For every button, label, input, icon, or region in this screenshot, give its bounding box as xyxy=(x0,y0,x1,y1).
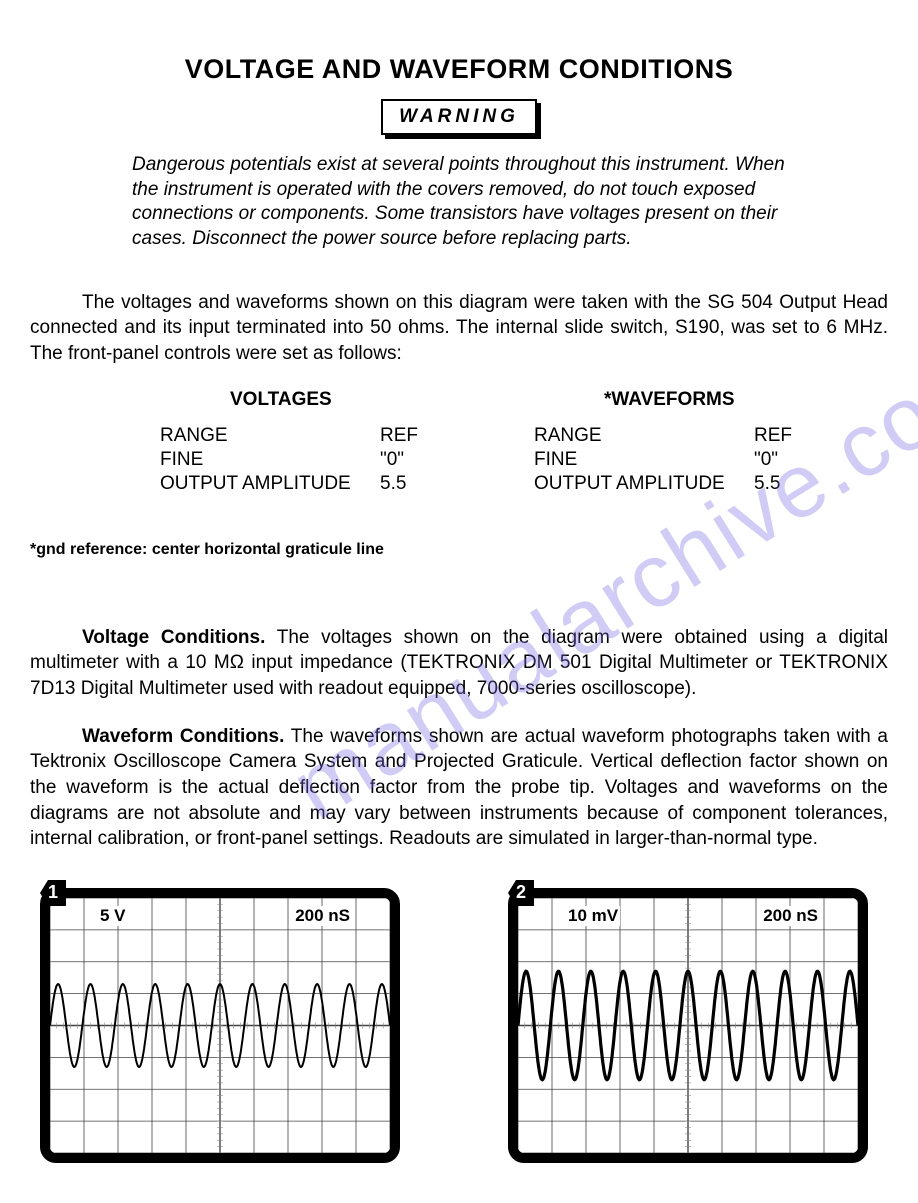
badge-number: 1 xyxy=(36,876,70,910)
voltages-heading: VOLTAGES xyxy=(160,389,514,411)
table-row: RANGEREF xyxy=(534,425,792,449)
volt-div-readout: 5 V xyxy=(98,906,128,926)
gnd-reference-note: *gnd reference: center horizontal gratic… xyxy=(30,541,888,559)
waveforms-column: *WAVEFORMS RANGEREF FINE"0" OUTPUT AMPLI… xyxy=(534,389,888,497)
warning-text: Dangerous potentials exist at several po… xyxy=(132,153,816,252)
waveform-conditions-lead: Waveform Conditions. xyxy=(82,726,284,747)
scope-badge-2: 2 xyxy=(504,876,538,910)
setting-label: FINE xyxy=(534,449,754,473)
scope-2: 2 10 mV 200 nS xyxy=(508,888,878,1163)
page: manualarchive.com VOLTAGE AND WAVEFORM C… xyxy=(0,0,918,1203)
voltages-table: RANGEREF FINE"0" OUTPUT AMPLITUDE5.5 xyxy=(160,425,418,497)
waveforms-table: RANGEREF FINE"0" OUTPUT AMPLITUDE5.5 xyxy=(534,425,792,497)
settings-columns: VOLTAGES RANGEREF FINE"0" OUTPUT AMPLITU… xyxy=(30,389,888,497)
setting-value: 5.5 xyxy=(380,473,418,497)
intro-paragraph: The voltages and waveforms shown on this… xyxy=(30,290,888,367)
table-row: OUTPUT AMPLITUDE5.5 xyxy=(160,473,418,497)
setting-value: "0" xyxy=(380,449,418,473)
setting-label: OUTPUT AMPLITUDE xyxy=(534,473,754,497)
scope-grid-wave xyxy=(50,898,390,1153)
warning-box: WARNING xyxy=(381,99,537,135)
setting-value: "0" xyxy=(754,449,792,473)
scope-frame: 10 mV 200 nS xyxy=(508,888,868,1163)
table-row: FINE"0" xyxy=(160,449,418,473)
scope-badge-1: 1 xyxy=(36,876,70,910)
voltages-column: VOLTAGES RANGEREF FINE"0" OUTPUT AMPLITU… xyxy=(160,389,514,497)
waveform-row: 1 5 V 200 nS 2 10 mV 200 nS xyxy=(30,888,888,1163)
setting-label: OUTPUT AMPLITUDE xyxy=(160,473,380,497)
setting-label: RANGE xyxy=(160,425,380,449)
warning-box-wrap: WARNING xyxy=(30,99,888,135)
voltage-conditions-paragraph: Voltage Conditions. The voltages shown o… xyxy=(30,625,888,702)
volt-div-readout: 10 mV xyxy=(566,906,620,926)
scope-1: 1 5 V 200 nS xyxy=(40,888,410,1163)
table-row: OUTPUT AMPLITUDE5.5 xyxy=(534,473,792,497)
setting-value: 5.5 xyxy=(754,473,792,497)
setting-label: RANGE xyxy=(534,425,754,449)
intro-text: The voltages and waveforms shown on this… xyxy=(30,292,888,364)
table-row: RANGEREF xyxy=(160,425,418,449)
scope-grid-wave xyxy=(518,898,858,1153)
page-title: VOLTAGE AND WAVEFORM CONDITIONS xyxy=(30,54,888,85)
waveforms-heading: *WAVEFORMS xyxy=(534,389,888,411)
time-div-readout: 200 nS xyxy=(761,906,820,926)
voltage-conditions-lead: Voltage Conditions. xyxy=(82,627,265,648)
table-row: FINE"0" xyxy=(534,449,792,473)
time-div-readout: 200 nS xyxy=(293,906,352,926)
waveform-conditions-paragraph: Waveform Conditions. The waveforms shown… xyxy=(30,724,888,852)
scope-frame: 5 V 200 nS xyxy=(40,888,400,1163)
badge-number: 2 xyxy=(504,876,538,910)
setting-value: REF xyxy=(380,425,418,449)
setting-value: REF xyxy=(754,425,792,449)
setting-label: FINE xyxy=(160,449,380,473)
